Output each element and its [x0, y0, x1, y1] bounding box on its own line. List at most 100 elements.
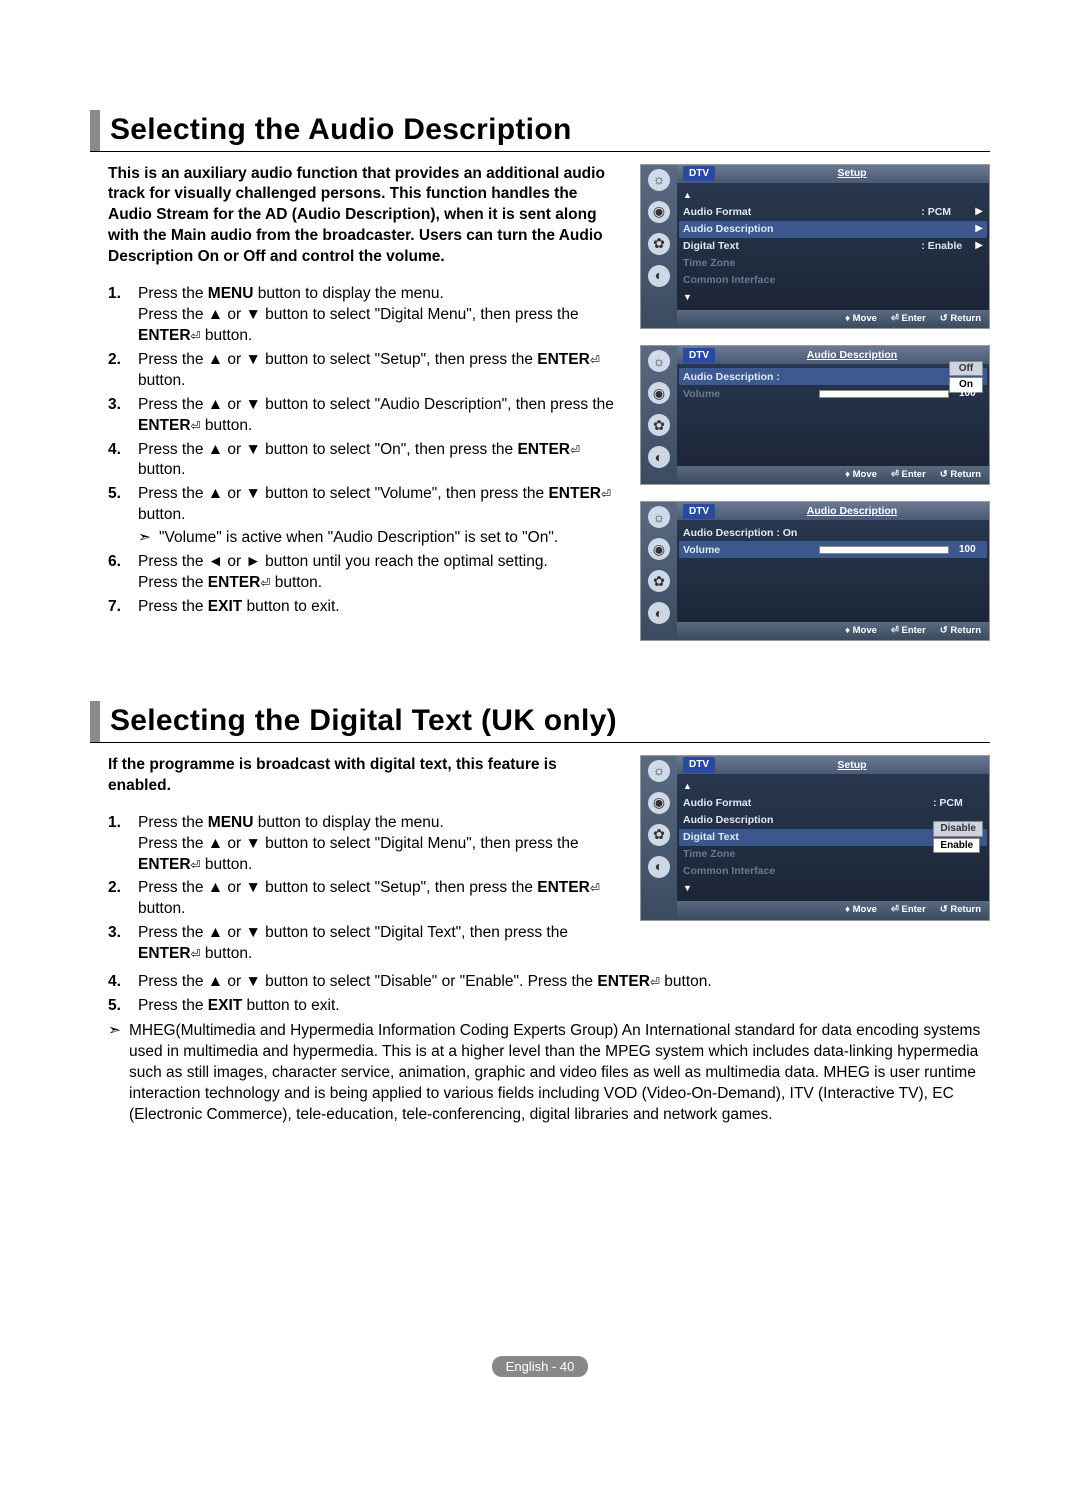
osd-sidebar: ☼ ◉ ✿ ◐: [641, 165, 677, 329]
osd-footer-hint: ↺ Return: [940, 904, 981, 917]
osd-sidebar-icon: ◉: [648, 538, 670, 560]
step-number: 5.: [108, 484, 128, 549]
step-line: Press the ▲ or ▼ button to select "Disab…: [138, 972, 990, 993]
osd-footer-hint: ⏎ Enter: [891, 904, 926, 917]
step-item: 3.Press the ▲ or ▼ button to select "Dig…: [108, 923, 622, 965]
osd-sidebar-icon: ✿: [648, 233, 670, 255]
osd-row-label: Common Interface: [683, 273, 983, 287]
osd-header-tag: DTV: [683, 757, 715, 773]
step-list: 1. Press the MENU button to display the m…: [108, 284, 622, 618]
osd-row: Audio Format : PCM ▶: [683, 204, 983, 221]
note-icon: ➣: [108, 1021, 121, 1126]
chevron-right-icon: ▶: [975, 205, 983, 219]
osd-footer-hint: ⏎ Enter: [891, 625, 926, 638]
step-line: Press the ▲ or ▼ button to select "Setup…: [138, 350, 622, 392]
osd-panel: ☼ ◉ ✿ ◐ DTV Audio Description Audio Desc…: [640, 501, 990, 641]
osd-row-label: Volume: [683, 387, 811, 401]
osd-row-value: : PCM: [933, 796, 983, 810]
osd-header: DTV Setup: [677, 165, 989, 183]
osd-sidebar-icon: ✿: [648, 414, 670, 436]
osd-sidebar-icon: ◐: [648, 446, 670, 468]
osd-header: DTV Audio Description: [677, 346, 989, 364]
osd-scroll-up: ▲: [683, 187, 983, 204]
note-icon: ➣: [138, 528, 151, 549]
osd-row: Common Interface: [683, 272, 983, 289]
step-line: Press the MENU button to display the men…: [138, 813, 622, 834]
volume-value: 100: [959, 387, 983, 401]
step-line: Press the MENU button to display the men…: [138, 284, 622, 305]
osd-sidebar-icon: ☼: [648, 760, 670, 782]
step-number: 7.: [108, 597, 128, 618]
osd-footer-hint: ♦ Move: [845, 469, 877, 482]
step-number: 1.: [108, 284, 128, 347]
osd-row: Digital Text: Enable▶: [683, 238, 983, 255]
osd-row-label: Audio Description: [683, 222, 917, 236]
osd-row[interactable]: Audio Description :OffOn: [679, 368, 987, 385]
osd-option-chip[interactable]: Off: [949, 361, 983, 377]
step-number: 2.: [108, 350, 128, 392]
step-line: Press the ENTER button.: [138, 573, 622, 594]
osd-sidebar: ☼ ◉ ✿ ◐: [641, 346, 677, 484]
step-item: 7.Press the EXIT button to exit.: [108, 597, 622, 618]
osd-sidebar-icon: ✿: [648, 570, 670, 592]
osd-footer-hint: ♦ Move: [845, 904, 877, 917]
volume-bar[interactable]: [819, 546, 949, 554]
step-number: 3.: [108, 923, 128, 965]
step-item: 4. Press the ▲ or ▼ button to select "Dis…: [108, 972, 990, 993]
step-line: Press the ▲ or ▼ button to select "Audio…: [138, 395, 622, 437]
volume-value: 100: [959, 543, 983, 557]
step-item: 1. Press the MENU button to display the m…: [108, 813, 622, 876]
osd-header-tag: DTV: [683, 166, 715, 182]
page-number: English - 40: [492, 1356, 589, 1378]
osd-row-label: Audio Format: [683, 205, 917, 219]
osd-row-label: Audio Description :: [683, 370, 945, 384]
step-item: 5.Press the EXIT button to exit.: [108, 996, 990, 1017]
chevron-right-icon: ▶: [975, 222, 983, 236]
osd-row[interactable]: Audio Description ▶: [679, 221, 987, 238]
volume-bar[interactable]: [819, 390, 949, 398]
osd-row-value: : Enable: [921, 239, 971, 253]
osd-row: Common Interface: [683, 863, 983, 880]
section-intro: This is an auxiliary audio function that…: [108, 164, 622, 269]
osd-panel: ☼ ◉ ✿ ◐ DTV Setup ▲Audio Format: PCM▶Aud…: [640, 164, 990, 330]
step-number: 1.: [108, 813, 128, 876]
osd-row[interactable]: Volume 100: [679, 541, 987, 558]
step-line: Press the ▲ or ▼ button to select "On", …: [138, 440, 622, 482]
osd-sidebar-icon: ◉: [648, 201, 670, 223]
step-item: 6.Press the ◄ or ► button until you reac…: [108, 552, 622, 594]
step-item: 3.Press the ▲ or ▼ button to select "Aud…: [108, 395, 622, 437]
osd-footer-hint: ♦ Move: [845, 625, 877, 638]
step-line: Press the ▲ or ▼ button to select "Digit…: [138, 834, 622, 876]
section-heading: Selecting the Digital Text (UK only): [90, 701, 617, 742]
osd-sidebar-icon: ◐: [648, 265, 670, 287]
end-note: ➣MHEG(Multimedia and Hypermedia Informat…: [108, 1021, 990, 1126]
osd-sidebar-icon: ☼: [648, 350, 670, 372]
osd-row[interactable]: Digital TextDisableEnable: [679, 829, 987, 846]
section: Selecting the Audio Description This is …: [90, 110, 990, 641]
osd-row-label: Time Zone: [683, 847, 983, 861]
osd-sidebar-icon: ◐: [648, 856, 670, 878]
step-number: 3.: [108, 395, 128, 437]
osd-panel-group: ☼ ◉ ✿ ◐ DTV Setup ▲Audio Format: PCM▶Aud…: [640, 164, 990, 642]
step-number: 4.: [108, 972, 128, 993]
osd-sidebar: ☼ ◉ ✿ ◐: [641, 502, 677, 640]
step-line: Press the ▲ or ▼ button to select "Volum…: [138, 484, 622, 526]
step-item: 1. Press the MENU button to display the m…: [108, 284, 622, 347]
osd-header-tag: DTV: [683, 348, 715, 364]
osd-sidebar-icon: ◉: [648, 382, 670, 404]
step-item: 2.Press the ▲ or ▼ button to select "Set…: [108, 350, 622, 392]
osd-header-title: Setup: [721, 166, 983, 180]
osd-row-label: Audio Description : On: [683, 526, 983, 540]
osd-header-title: Setup: [721, 758, 983, 772]
osd-footer-hint: ♦ Move: [845, 313, 877, 326]
osd-scroll-down: ▼: [683, 289, 983, 306]
osd-row-value: : PCM: [921, 205, 971, 219]
osd-row: Volume 100: [683, 385, 983, 402]
osd-scroll-up: ▲: [683, 778, 983, 795]
osd-row-label: Volume: [683, 543, 811, 557]
osd-row-label: Digital Text: [683, 239, 917, 253]
section-intro: If the programme is broadcast with digit…: [108, 755, 622, 797]
osd-sidebar-icon: ◉: [648, 792, 670, 814]
osd-option-chip[interactable]: Disable: [933, 821, 983, 837]
step-line: Press the ▲ or ▼ button to select "Setup…: [138, 878, 622, 920]
